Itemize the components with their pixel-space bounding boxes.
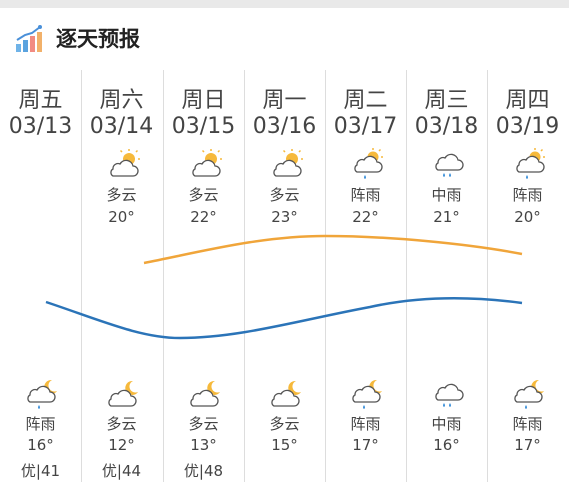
day-date: 03/13	[8, 114, 73, 139]
air-quality-index: 优|44	[101, 462, 142, 480]
column-divider	[81, 70, 82, 482]
low-temperature: 16°	[27, 436, 54, 454]
night-condition: 中雨	[431, 415, 462, 433]
day-condition: 多云	[188, 186, 219, 204]
column-divider	[325, 70, 326, 482]
sun-cloud-icon	[273, 149, 303, 177]
day-name: 周六	[99, 88, 144, 113]
night-condition: 多云	[269, 415, 300, 433]
day-date: 03/16	[252, 114, 317, 139]
moon-cloud-icon	[271, 380, 301, 407]
forecast-header: 逐天预报	[0, 8, 569, 64]
top-bar	[0, 0, 569, 8]
sun-rain-icon	[516, 148, 545, 179]
column-divider	[487, 70, 488, 482]
low-temperature: 12°	[108, 436, 135, 454]
day-condition: 多云	[106, 186, 137, 204]
night-condition: 多云	[188, 415, 219, 433]
high-temp-curve	[143, 234, 523, 265]
day-condition: 阵雨	[350, 186, 381, 204]
moon-rain-icon	[27, 379, 57, 409]
day-name: 周日	[181, 88, 226, 113]
day-date: 03/18	[414, 114, 479, 139]
day-date: 03/14	[89, 114, 154, 139]
day-column: 周四 03/19 阵雨 20° 阵雨 17°	[487, 70, 568, 500]
moon-cloud-icon	[190, 380, 220, 407]
day-name: 周三	[424, 88, 469, 113]
day-date: 03/15	[171, 114, 236, 139]
column-divider	[406, 70, 407, 482]
day-date: 03/17	[333, 114, 398, 139]
low-temperature: 17°	[352, 436, 379, 454]
day-condition: 多云	[269, 186, 300, 204]
day-name: 周二	[343, 88, 388, 113]
day-column: 周三 03/18 中雨 21° 中雨 16°	[406, 70, 487, 500]
day-condition: 阵雨	[512, 186, 543, 204]
high-temperature: 22°	[190, 208, 217, 226]
air-quality-index: 优|41	[20, 462, 61, 480]
sun-cloud-icon	[110, 149, 140, 177]
low-temperature: 17°	[514, 436, 541, 454]
day-column: 周日 03/15 多云 22° 多云 13° 优|48	[163, 70, 244, 500]
night-condition: 阵雨	[512, 415, 543, 433]
low-temperature: 13°	[190, 436, 217, 454]
column-divider	[244, 70, 245, 482]
daily-forecast-grid: 周五 03/13 阵雨 16° 优|41 周六 03/14 多云 20° 多云 12° 优|44 周日 0…	[0, 70, 569, 500]
day-column: 周二 03/17 阵雨 22° 阵雨 17°	[325, 70, 406, 500]
high-temperature: 21°	[433, 208, 460, 226]
day-column: 周五 03/13 阵雨 16° 优|41	[0, 70, 81, 500]
day-condition: 中雨	[431, 186, 462, 204]
day-column: 周一 03/16 多云 23° 多云 15°	[244, 70, 325, 500]
day-date: 03/19	[495, 114, 560, 139]
moon-rain-icon	[514, 379, 544, 409]
rain-icon	[435, 153, 464, 177]
high-temperature: 20°	[108, 208, 135, 226]
day-name: 周一	[262, 88, 307, 113]
sun-cloud-icon	[192, 149, 222, 177]
day-column: 周六 03/14 多云 20° 多云 12° 优|44	[81, 70, 162, 500]
night-condition: 多云	[106, 415, 137, 433]
moon-cloud-icon	[108, 380, 138, 407]
low-temperature: 15°	[271, 436, 298, 454]
bar-chart-icon	[16, 25, 42, 52]
high-temperature: 22°	[352, 208, 379, 226]
low-temperature: 16°	[433, 436, 460, 454]
sun-rain-icon	[354, 148, 383, 179]
low-temp-curve	[45, 296, 523, 340]
night-condition: 阵雨	[25, 415, 56, 433]
day-name: 周五	[18, 88, 63, 113]
night-condition: 阵雨	[350, 415, 381, 433]
high-temperature: 20°	[514, 208, 541, 226]
page-title: 逐天预报	[56, 27, 140, 51]
high-temperature: 23°	[271, 208, 298, 226]
air-quality-index: 优|48	[183, 462, 224, 480]
day-name: 周四	[505, 88, 550, 113]
rain-icon	[435, 383, 464, 407]
moon-rain-icon	[352, 379, 382, 409]
column-divider	[163, 70, 164, 482]
temperature-curves	[45, 234, 523, 340]
